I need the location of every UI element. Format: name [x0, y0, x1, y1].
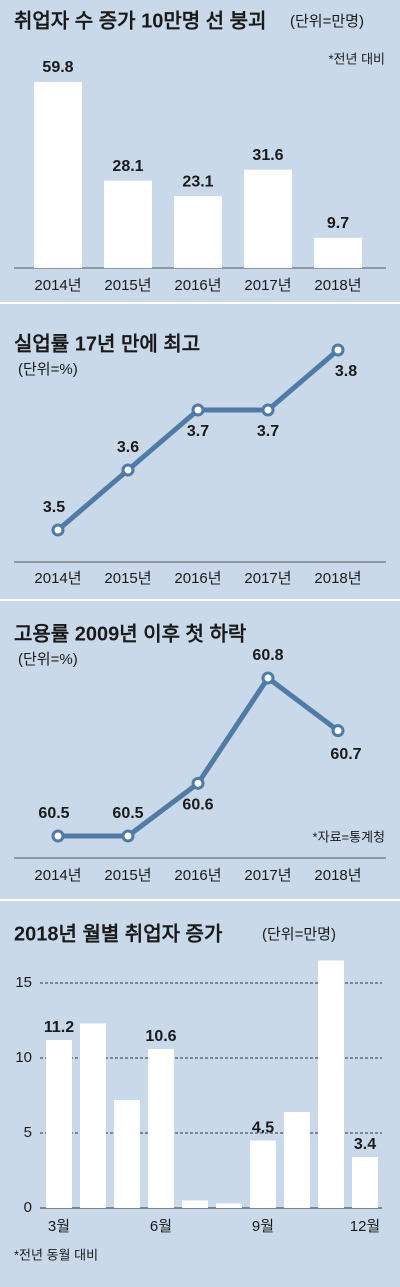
bar — [80, 1023, 106, 1208]
point — [261, 403, 275, 417]
value-label: 3.5 — [43, 499, 65, 516]
bar — [182, 1200, 208, 1208]
x-tick-label: 2018년 — [314, 277, 361, 294]
x-tick-label: 2015년 — [104, 867, 151, 884]
x-tick-label: 12월 — [350, 1218, 381, 1235]
chart-subtitle: (단위=만명) — [262, 926, 336, 943]
value-label: 23.1 — [182, 173, 213, 190]
bar — [174, 196, 222, 268]
value-label: 9.7 — [327, 215, 349, 232]
x-tick-label: 6월 — [150, 1218, 172, 1235]
x-tick-label: 9월 — [252, 1218, 274, 1235]
value-label: 10.6 — [145, 1028, 176, 1045]
value-label: 3.6 — [117, 439, 139, 456]
bar — [114, 1100, 140, 1208]
point — [331, 343, 345, 357]
bar — [284, 1112, 310, 1208]
point — [261, 671, 275, 685]
x-tick-label: 2016년 — [174, 570, 221, 587]
value-label: 3.4 — [354, 1136, 376, 1153]
value-label: 4.5 — [252, 1120, 274, 1137]
bar — [216, 1203, 242, 1208]
value-label: 3.7 — [257, 423, 279, 440]
point — [331, 724, 345, 738]
bar — [104, 180, 152, 268]
value-label: 3.7 — [187, 423, 209, 440]
x-tick-label: 2018년 — [314, 570, 361, 587]
x-tick-label: 2014년 — [34, 277, 81, 294]
x-tick-label: 2015년 — [104, 570, 151, 587]
note: *전년 대비 — [328, 51, 385, 66]
point — [191, 776, 205, 790]
bar — [244, 169, 292, 268]
value-label: 60.5 — [112, 805, 143, 822]
value-label: 3.8 — [335, 363, 357, 380]
chart-title: 실업률 17년 만에 최고 — [14, 332, 200, 355]
note: *자료=통계청 — [313, 829, 385, 844]
point — [191, 403, 205, 417]
x-tick-label: 2018년 — [314, 867, 361, 884]
y-tick-label: 0 — [24, 1199, 32, 1216]
bar — [250, 1140, 276, 1208]
point — [121, 829, 135, 843]
chart-title: 고용률 2009년 이후 첫 하락 — [14, 622, 247, 645]
chart-subtitle: (단위=%) — [18, 361, 78, 378]
bar — [148, 1049, 174, 1208]
point — [51, 523, 65, 537]
bar — [46, 1040, 72, 1208]
y-tick-label: 10 — [15, 1049, 32, 1066]
value-label: 59.8 — [42, 59, 73, 76]
x-tick-label: 2017년 — [244, 867, 291, 884]
chart-title: 취업자 수 증가 10만명 선 붕괴 — [14, 9, 266, 32]
x-tick-label: 2014년 — [34, 867, 81, 884]
chart-subtitle: (단위=%) — [18, 651, 78, 668]
y-tick-label: 5 — [24, 1124, 32, 1141]
x-tick-label: 2016년 — [174, 867, 221, 884]
note: *전년 동월 대비 — [14, 1247, 98, 1262]
bar — [34, 82, 82, 268]
value-label: 31.6 — [252, 147, 283, 164]
value-label: 60.5 — [38, 805, 69, 822]
chart-subtitle: (단위=만명) — [290, 13, 364, 30]
x-tick-label: 2017년 — [244, 277, 291, 294]
value-label: 60.6 — [182, 797, 213, 814]
bar — [318, 960, 344, 1208]
y-tick-label: 15 — [15, 974, 32, 991]
value-label: 28.1 — [112, 158, 143, 175]
point — [121, 463, 135, 477]
chart-title: 2018년 월별 취업자 증가 — [14, 922, 223, 945]
x-tick-label: 2017년 — [244, 570, 291, 587]
value-label: 11.2 — [44, 1019, 74, 1036]
bar — [314, 237, 362, 268]
point — [51, 829, 65, 843]
value-label: 60.7 — [330, 746, 361, 763]
x-tick-label: 2014년 — [34, 570, 81, 587]
x-tick-label: 2015년 — [104, 277, 151, 294]
bar — [352, 1157, 378, 1208]
x-tick-label: 3월 — [48, 1218, 70, 1235]
value-label: 60.8 — [252, 647, 283, 664]
x-tick-label: 2016년 — [174, 277, 221, 294]
